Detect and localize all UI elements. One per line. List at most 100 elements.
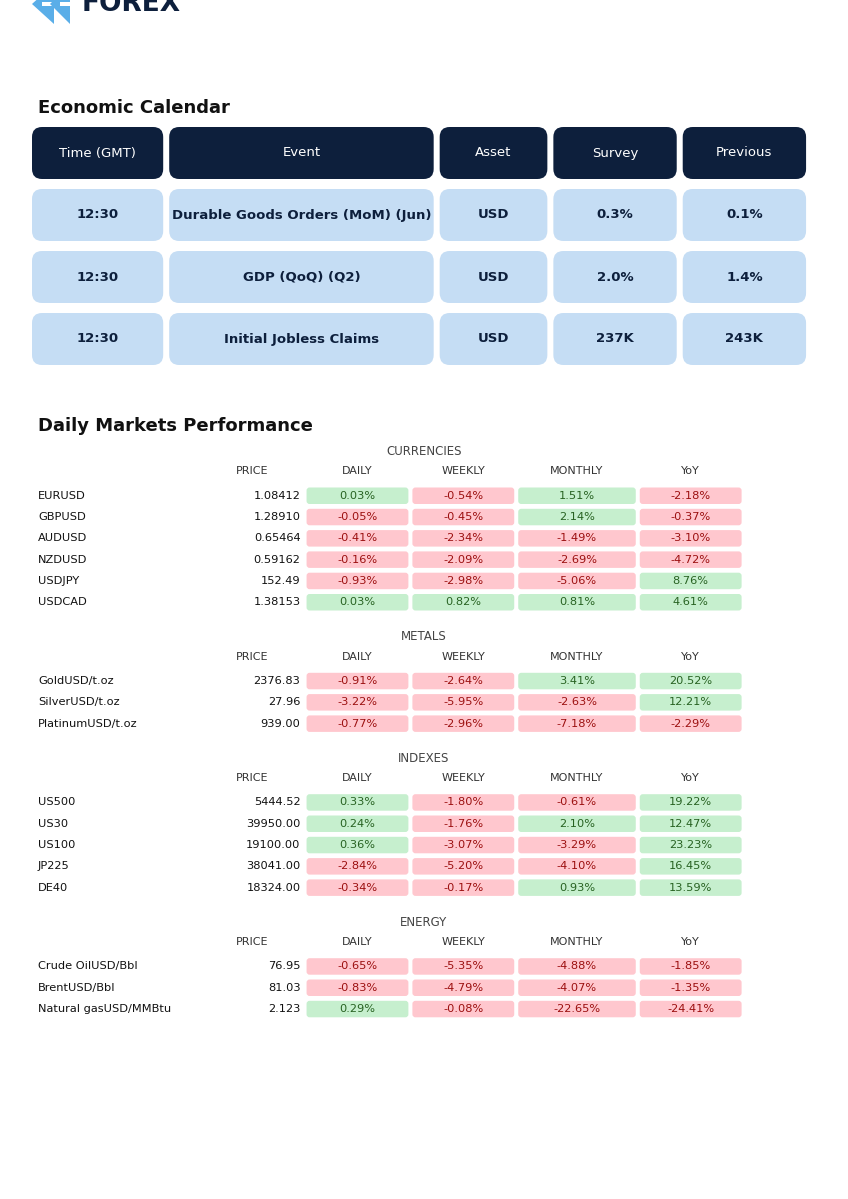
- Text: US500: US500: [38, 797, 75, 807]
- Text: 38041.00: 38041.00: [246, 861, 300, 872]
- Text: -2.96%: -2.96%: [444, 718, 483, 729]
- FancyBboxPatch shape: [170, 189, 433, 241]
- Text: Durable Goods Orders (MoM) (Jun): Durable Goods Orders (MoM) (Jun): [171, 209, 431, 222]
- Text: 12:30: 12:30: [76, 209, 119, 222]
- FancyBboxPatch shape: [518, 858, 636, 874]
- FancyBboxPatch shape: [683, 251, 806, 303]
- Text: 0.29%: 0.29%: [339, 1004, 376, 1014]
- Text: 27.96: 27.96: [268, 698, 300, 707]
- Text: Previous: Previous: [717, 146, 773, 159]
- Text: Initial Jobless Claims: Initial Jobless Claims: [224, 332, 379, 345]
- Text: -1.35%: -1.35%: [671, 983, 711, 993]
- Text: WEEKLY: WEEKLY: [442, 652, 485, 662]
- FancyBboxPatch shape: [32, 189, 163, 241]
- Text: -1.49%: -1.49%: [557, 534, 597, 543]
- Text: ENERGY: ENERGY: [400, 916, 448, 929]
- FancyBboxPatch shape: [439, 189, 547, 241]
- FancyBboxPatch shape: [439, 251, 547, 303]
- Text: -2.18%: -2.18%: [671, 490, 711, 501]
- Text: SilverUSD/t.oz: SilverUSD/t.oz: [38, 698, 120, 707]
- FancyBboxPatch shape: [307, 594, 409, 610]
- Text: 8.76%: 8.76%: [672, 576, 709, 586]
- Text: Event: Event: [282, 146, 321, 159]
- Text: 12:30: 12:30: [76, 332, 119, 345]
- FancyBboxPatch shape: [307, 508, 409, 525]
- Text: 13.59%: 13.59%: [669, 882, 712, 892]
- FancyBboxPatch shape: [170, 127, 433, 179]
- Text: -2.09%: -2.09%: [444, 555, 483, 565]
- Text: 0.3%: 0.3%: [597, 209, 633, 222]
- FancyBboxPatch shape: [554, 251, 677, 303]
- FancyBboxPatch shape: [639, 573, 742, 589]
- Text: DE40: DE40: [38, 882, 68, 892]
- Text: US100: US100: [38, 840, 75, 850]
- Text: -4.72%: -4.72%: [671, 555, 711, 565]
- Text: BrentUSD/Bbl: BrentUSD/Bbl: [38, 983, 115, 993]
- Text: 23.23%: 23.23%: [669, 840, 712, 850]
- Text: PRICE: PRICE: [236, 652, 268, 662]
- FancyBboxPatch shape: [518, 573, 636, 589]
- FancyBboxPatch shape: [639, 837, 742, 854]
- FancyBboxPatch shape: [639, 508, 742, 525]
- Text: USDCAD: USDCAD: [38, 597, 86, 607]
- FancyBboxPatch shape: [412, 508, 514, 525]
- FancyBboxPatch shape: [412, 837, 514, 854]
- Text: 0.36%: 0.36%: [339, 840, 376, 850]
- Text: PlatinumUSD/t.oz: PlatinumUSD/t.oz: [38, 718, 137, 729]
- Text: AUDUSD: AUDUSD: [38, 534, 87, 543]
- Text: 2.0%: 2.0%: [597, 271, 633, 283]
- Text: CURRENCIES: CURRENCIES: [386, 445, 462, 458]
- Text: -5.06%: -5.06%: [557, 576, 597, 586]
- Text: 0.59162: 0.59162: [254, 555, 300, 565]
- Text: 19100.00: 19100.00: [246, 840, 300, 850]
- Text: GDP (QoQ) (Q2): GDP (QoQ) (Q2): [243, 271, 360, 283]
- Text: WEEKLY: WEEKLY: [442, 773, 485, 783]
- FancyBboxPatch shape: [554, 127, 677, 179]
- Text: 1.38153: 1.38153: [254, 597, 300, 607]
- FancyBboxPatch shape: [412, 980, 514, 996]
- FancyBboxPatch shape: [307, 879, 409, 896]
- Text: -7.18%: -7.18%: [557, 718, 597, 729]
- FancyBboxPatch shape: [32, 127, 163, 179]
- FancyBboxPatch shape: [412, 1001, 514, 1017]
- Text: 1.4%: 1.4%: [726, 271, 762, 283]
- FancyBboxPatch shape: [518, 958, 636, 975]
- Text: -5.35%: -5.35%: [444, 962, 483, 971]
- Text: 5444.52: 5444.52: [254, 797, 300, 807]
- Text: YoY: YoY: [681, 466, 700, 476]
- FancyBboxPatch shape: [32, 251, 163, 303]
- Text: Survey: Survey: [592, 146, 639, 159]
- FancyBboxPatch shape: [307, 573, 409, 589]
- Text: USD: USD: [477, 332, 510, 345]
- Text: Crude OilUSD/Bbl: Crude OilUSD/Bbl: [38, 962, 137, 971]
- Text: 2.10%: 2.10%: [559, 819, 595, 829]
- Text: -0.54%: -0.54%: [444, 490, 483, 501]
- Text: -24.41%: -24.41%: [667, 1004, 714, 1014]
- Text: PRICE: PRICE: [236, 773, 268, 783]
- Text: 2376.83: 2376.83: [254, 676, 300, 686]
- Text: METALS: METALS: [401, 631, 447, 644]
- Text: 18324.00: 18324.00: [247, 882, 300, 892]
- Text: WEEKLY: WEEKLY: [442, 466, 485, 476]
- FancyBboxPatch shape: [412, 673, 514, 689]
- FancyBboxPatch shape: [412, 530, 514, 547]
- FancyBboxPatch shape: [683, 313, 806, 364]
- Text: 1.08412: 1.08412: [254, 490, 300, 501]
- Text: Time (GMT): Time (GMT): [59, 146, 136, 159]
- FancyBboxPatch shape: [307, 716, 409, 731]
- FancyBboxPatch shape: [554, 313, 677, 364]
- Text: 237K: 237K: [596, 332, 634, 345]
- FancyBboxPatch shape: [412, 794, 514, 811]
- FancyBboxPatch shape: [518, 552, 636, 568]
- Text: 1.51%: 1.51%: [559, 490, 595, 501]
- Text: -4.79%: -4.79%: [444, 983, 483, 993]
- Text: MONTHLY: MONTHLY: [550, 652, 604, 662]
- Text: 2.14%: 2.14%: [559, 512, 595, 522]
- FancyBboxPatch shape: [412, 694, 514, 711]
- Text: Natural gasUSD/MMBtu: Natural gasUSD/MMBtu: [38, 1004, 171, 1014]
- Text: USD: USD: [477, 209, 510, 222]
- FancyBboxPatch shape: [307, 694, 409, 711]
- Text: -2.63%: -2.63%: [557, 698, 597, 707]
- Text: -4.07%: -4.07%: [557, 983, 597, 993]
- FancyBboxPatch shape: [639, 488, 742, 504]
